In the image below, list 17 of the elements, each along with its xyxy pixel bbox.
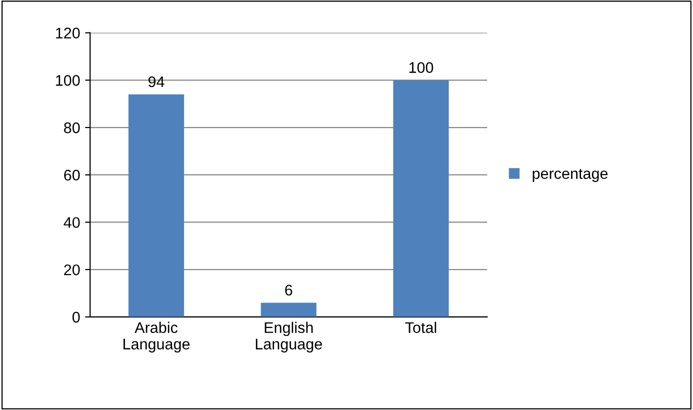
x-tick-label: English Language	[256, 322, 322, 352]
y-tick-label: 80	[64, 122, 80, 134]
legend-label: percentage	[532, 168, 608, 182]
y-tick-label: 40	[64, 217, 80, 228]
x-tick-label: Total	[405, 322, 436, 334]
bar	[393, 80, 449, 317]
bar	[128, 94, 184, 317]
y-tick-label: 100	[56, 75, 80, 86]
y-tick-label: 0	[72, 312, 80, 323]
data-label: 94	[148, 76, 164, 88]
y-tick-label: 20	[64, 264, 80, 276]
x-tick-label: Arabic Language	[124, 322, 190, 352]
y-tick-label: 120	[56, 28, 80, 38]
data-label: 6	[285, 284, 292, 296]
bar	[260, 302, 316, 317]
y-tick-label: 60	[64, 170, 80, 181]
data-label: 100	[409, 62, 434, 73]
